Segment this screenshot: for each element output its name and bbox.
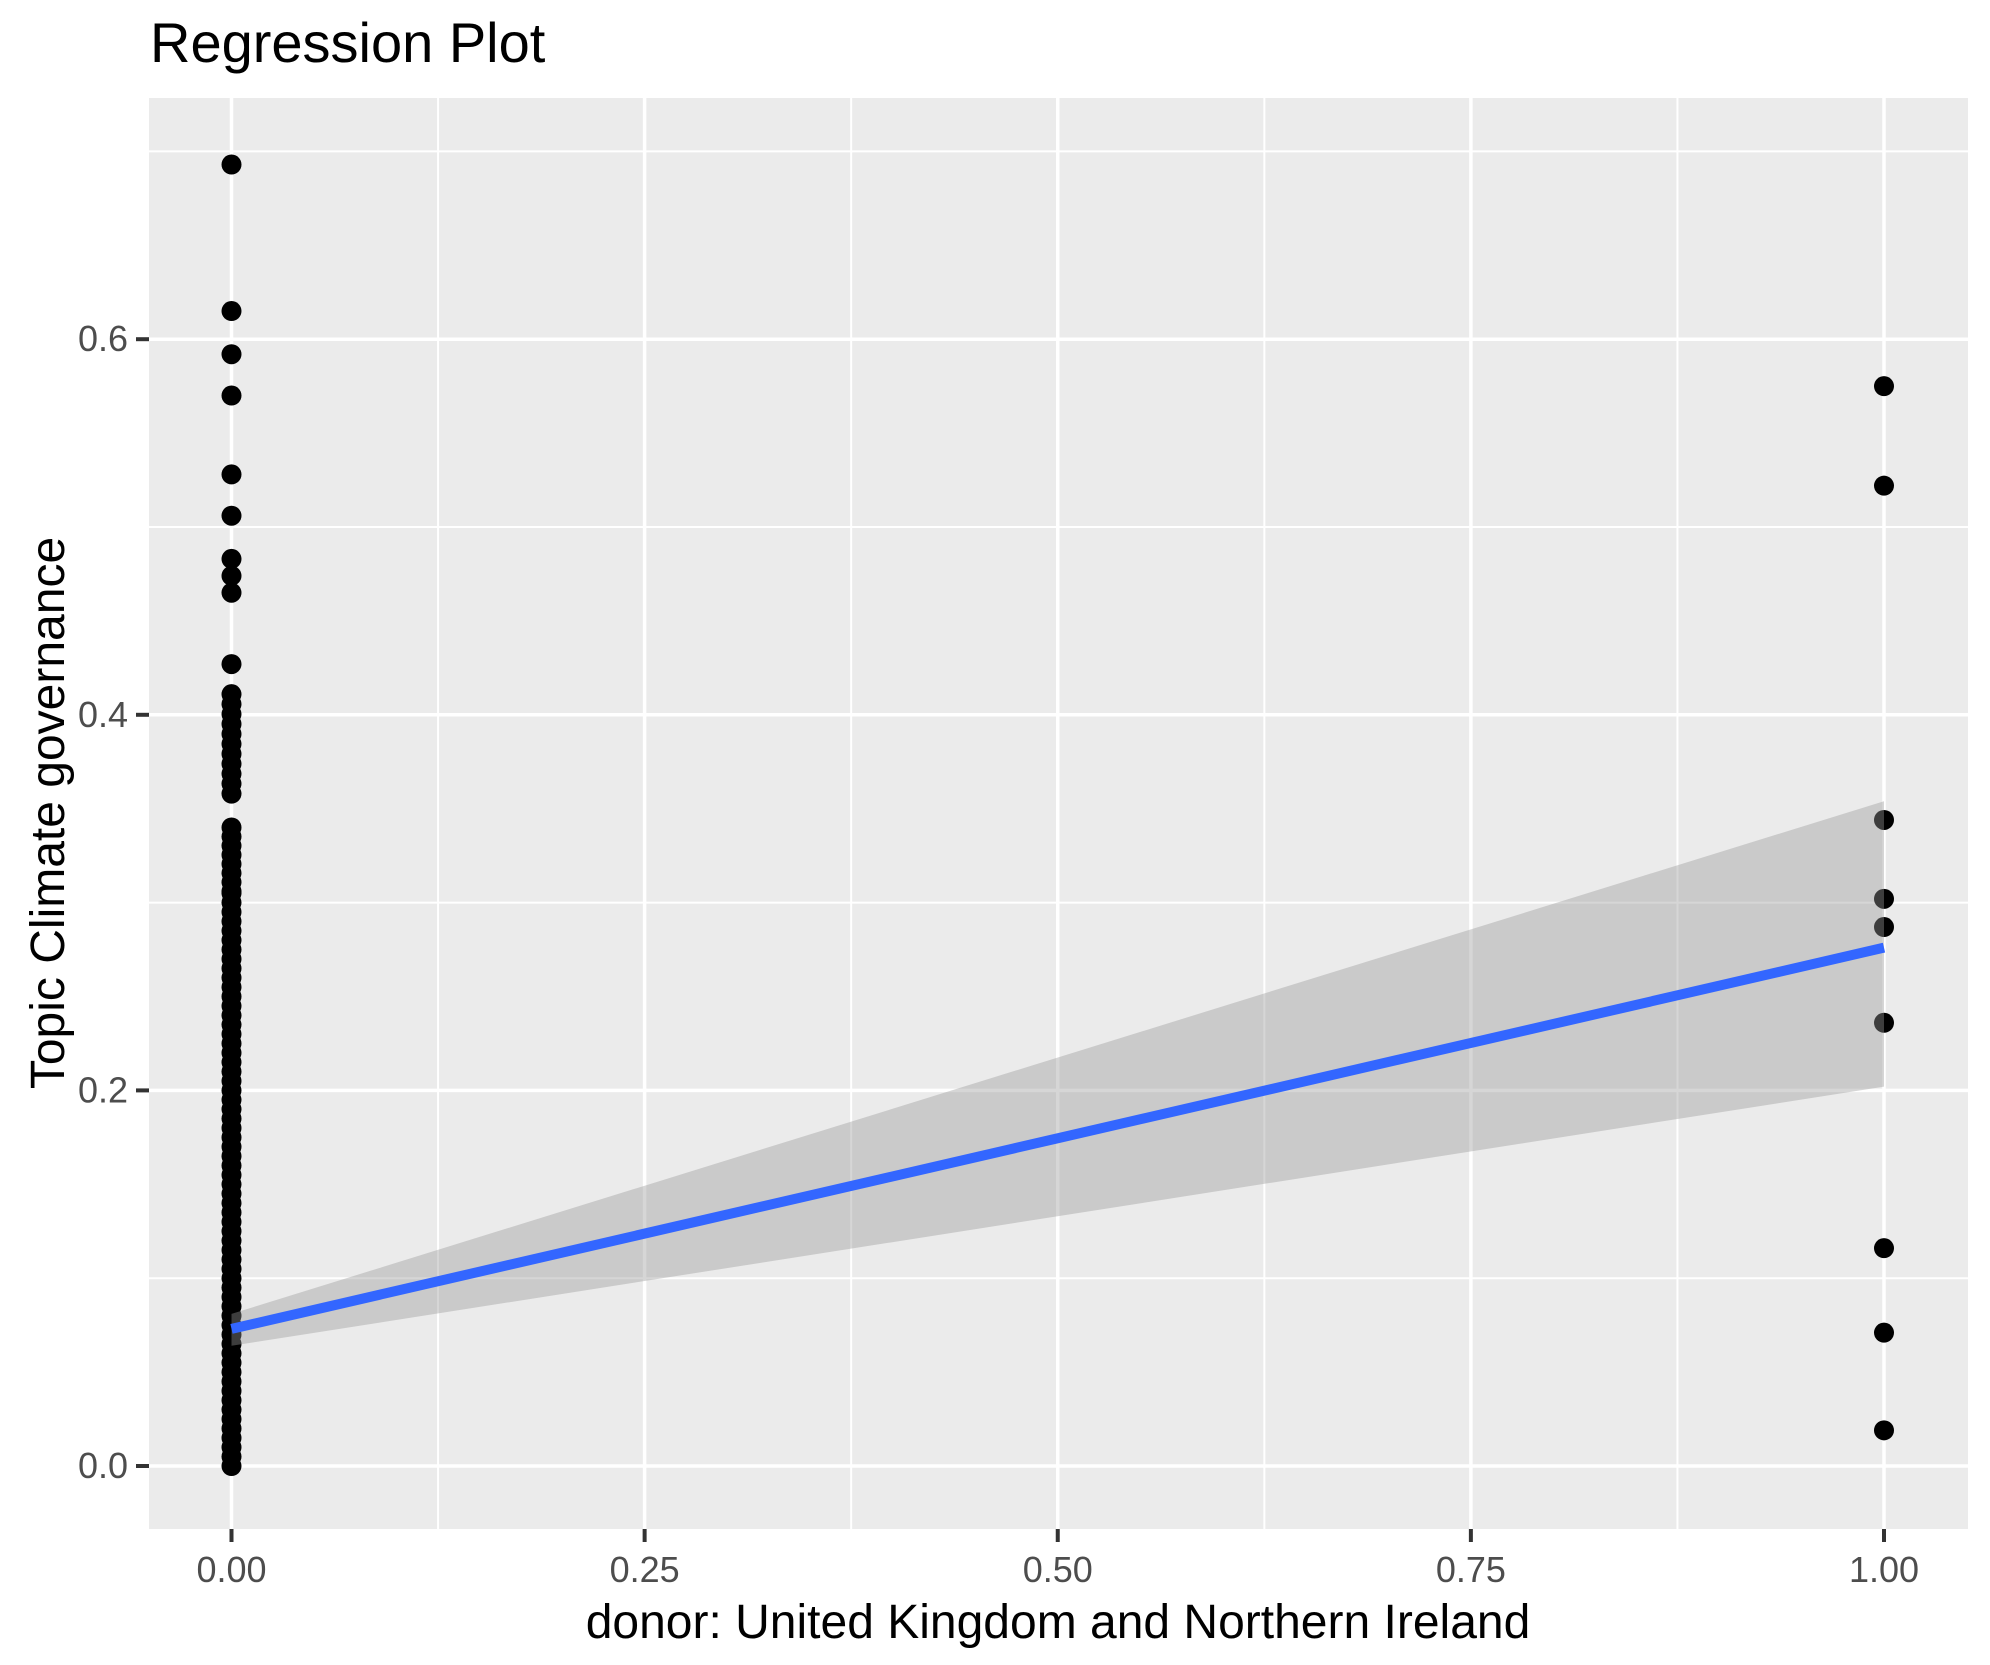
y-tick-label: 0.0 xyxy=(78,1445,128,1486)
data-point xyxy=(221,154,242,175)
axis-ticks xyxy=(136,337,1886,1542)
fit-line xyxy=(230,942,1886,1334)
data-point xyxy=(1874,376,1894,397)
data-point xyxy=(221,548,242,569)
x-tick-label: 0.75 xyxy=(1436,1549,1506,1590)
data-point xyxy=(221,385,242,406)
data-point xyxy=(221,684,242,705)
data-point xyxy=(221,582,242,603)
x-tick-label: 0.00 xyxy=(196,1549,266,1590)
confidence-band xyxy=(231,801,1884,1346)
data-point xyxy=(1874,917,1894,938)
data-point xyxy=(1874,888,1894,909)
data-point xyxy=(221,654,242,675)
data-point xyxy=(1874,1238,1894,1259)
x-axis-tick-labels: 0.00 0.25 0.50 0.75 1.00 xyxy=(196,1549,1919,1590)
data-point xyxy=(221,301,242,322)
regression-line xyxy=(230,942,1886,1334)
data-point xyxy=(221,565,242,586)
plot-title: Regression Plot xyxy=(150,11,546,74)
y-tick-label: 0.4 xyxy=(78,694,128,735)
y-axis-tick-labels: 0.0 0.2 0.4 0.6 xyxy=(78,318,128,1486)
x-tick-label: 0.50 xyxy=(1023,1549,1093,1590)
confidence-ribbon xyxy=(231,801,1884,1346)
y-axis-title: Topic Climate governance xyxy=(22,537,75,1089)
data-point xyxy=(1874,1012,1894,1033)
data-point xyxy=(1874,809,1894,830)
data-point xyxy=(221,505,242,526)
data-point xyxy=(221,344,242,365)
y-tick-label: 0.6 xyxy=(78,318,128,359)
x-tick-label: 0.25 xyxy=(610,1549,680,1590)
major-gridlines xyxy=(149,98,1968,1529)
data-point xyxy=(221,817,242,838)
data-point xyxy=(221,464,242,485)
x-axis-title: donor: United Kingdom and Northern Irela… xyxy=(586,1596,1531,1649)
x-tick-label: 1.00 xyxy=(1849,1549,1919,1590)
y-tick-label: 0.2 xyxy=(78,1069,128,1110)
data-point xyxy=(1874,1420,1894,1441)
scatter-points xyxy=(221,154,1894,1476)
data-point xyxy=(1874,475,1894,496)
data-point xyxy=(1874,1322,1894,1343)
